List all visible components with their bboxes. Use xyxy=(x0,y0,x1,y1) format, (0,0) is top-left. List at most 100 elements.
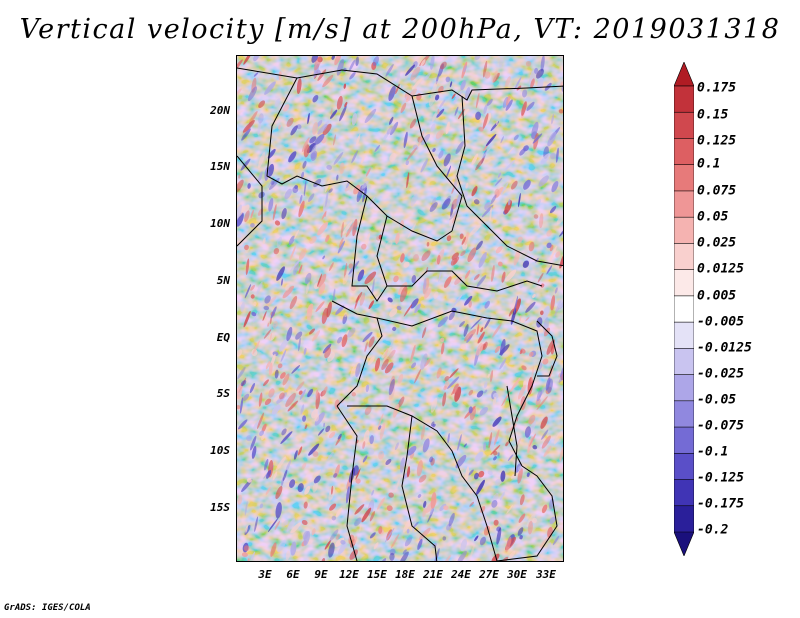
field-cell xyxy=(545,541,552,554)
field-cell xyxy=(335,533,341,540)
field-cell xyxy=(449,368,459,379)
field-cell xyxy=(487,373,490,378)
field-cell xyxy=(345,181,350,189)
field-cell xyxy=(507,454,514,462)
field-cell xyxy=(468,389,474,396)
field-cell xyxy=(311,528,316,536)
field-cell xyxy=(293,450,298,460)
field-cell xyxy=(368,300,375,310)
field-cell xyxy=(463,324,469,337)
field-cell xyxy=(243,204,250,212)
field-cell xyxy=(430,123,436,132)
field-cell xyxy=(247,477,252,483)
border-sahel xyxy=(266,77,453,242)
field-cell xyxy=(343,262,348,279)
field-cell xyxy=(491,70,498,83)
field-cell xyxy=(247,558,250,561)
field-cell xyxy=(293,260,299,276)
field-cell xyxy=(364,406,372,416)
field-cell xyxy=(289,295,298,310)
field-cell xyxy=(331,56,335,60)
field-cell xyxy=(238,174,241,179)
field-cell xyxy=(297,446,303,456)
field-cell xyxy=(454,106,459,116)
field-cell xyxy=(237,179,244,193)
field-cell xyxy=(244,244,249,251)
field-cell xyxy=(435,73,440,85)
field-cell xyxy=(288,151,297,163)
field-cell xyxy=(457,434,462,451)
field-cell xyxy=(304,272,312,285)
field-cell xyxy=(406,466,411,478)
field-cell xyxy=(491,264,495,282)
field-cell xyxy=(493,519,499,526)
field-cell xyxy=(494,188,500,198)
field-cell xyxy=(540,56,545,72)
field-cell xyxy=(331,515,337,521)
field-cell xyxy=(420,353,428,370)
field-cell xyxy=(449,208,460,221)
field-cell xyxy=(250,284,255,291)
field-cell xyxy=(343,83,347,89)
field-cell xyxy=(359,292,366,306)
field-cell xyxy=(384,527,395,543)
field-cell xyxy=(308,193,315,203)
field-cell xyxy=(237,515,241,531)
field-cell xyxy=(493,456,497,461)
field-cell xyxy=(410,344,416,362)
field-cell xyxy=(532,517,537,524)
field-cell xyxy=(237,366,246,380)
field-cell xyxy=(274,369,279,379)
field-cell xyxy=(237,88,242,96)
field-cell xyxy=(379,422,386,440)
field-cell xyxy=(242,393,250,401)
field-cell xyxy=(406,147,418,161)
field-cell xyxy=(540,416,548,429)
field-cell xyxy=(267,517,279,533)
field-cell xyxy=(286,117,294,127)
field-cell xyxy=(491,553,500,561)
field-cell xyxy=(312,481,318,493)
field-cell xyxy=(345,222,355,238)
field-cell xyxy=(420,424,426,441)
field-cell xyxy=(333,473,338,478)
colorbar-label: 0.15 xyxy=(697,107,729,123)
map-plot xyxy=(236,55,564,562)
field-cell xyxy=(448,512,455,527)
field-cell xyxy=(492,416,502,427)
field-cell xyxy=(393,403,400,418)
field-cell xyxy=(417,494,422,498)
field-cell xyxy=(485,133,497,147)
field-cell xyxy=(350,285,357,292)
field-cell xyxy=(449,81,453,88)
colorbar-label: -0.125 xyxy=(697,470,744,486)
field-cell xyxy=(240,158,251,171)
field-cell xyxy=(482,113,489,130)
field-cell xyxy=(484,71,491,79)
field-cell xyxy=(482,341,488,351)
field-cell xyxy=(488,432,493,449)
field-cell xyxy=(323,422,325,428)
field-cell xyxy=(307,303,314,314)
field-cell xyxy=(328,431,336,439)
field-cell xyxy=(558,372,563,383)
field-cell xyxy=(272,471,278,481)
field-cell xyxy=(286,326,293,342)
field-cell xyxy=(363,430,370,444)
field-cell xyxy=(455,454,467,469)
field-cell xyxy=(443,153,451,167)
field-cell xyxy=(266,296,277,307)
field-cell xyxy=(494,429,500,446)
field-cell xyxy=(555,147,559,163)
field-cell xyxy=(443,276,452,288)
field-cell xyxy=(436,367,442,379)
field-cell xyxy=(271,404,281,415)
field-cell xyxy=(476,343,483,356)
field-cell xyxy=(487,470,493,475)
field-cell xyxy=(546,242,552,249)
field-cell xyxy=(322,386,328,396)
field-cell xyxy=(237,349,243,357)
field-cell xyxy=(351,150,358,164)
field-cell xyxy=(467,247,477,263)
field-cell xyxy=(338,542,347,555)
